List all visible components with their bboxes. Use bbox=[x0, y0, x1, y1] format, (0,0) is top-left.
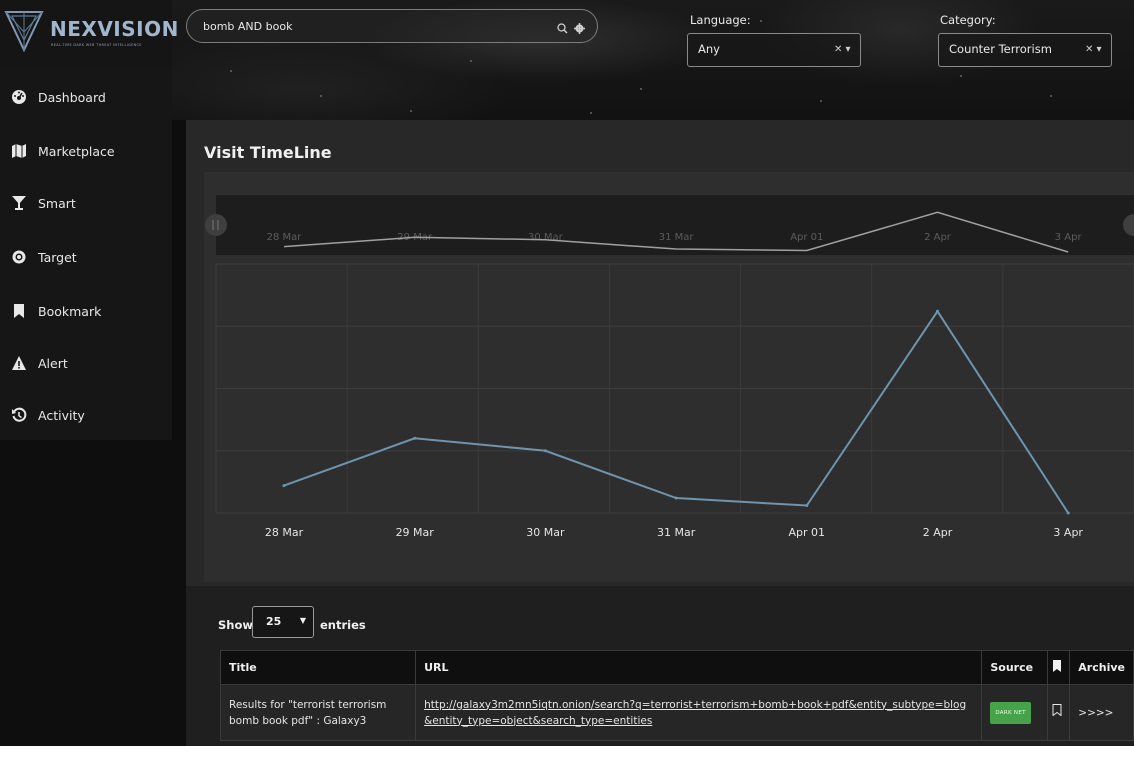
x-tick-label: 28 Mar bbox=[265, 526, 304, 539]
sidebar-item-marketplace[interactable]: Marketplace bbox=[0, 124, 172, 178]
dashboard-icon bbox=[10, 88, 28, 106]
data-point[interactable] bbox=[805, 504, 809, 508]
clear-icon[interactable]: ✕ ▾ bbox=[1085, 44, 1102, 55]
category-label: Category: bbox=[940, 13, 996, 27]
sidebar-item-alert[interactable]: Alert bbox=[0, 336, 172, 390]
table-row: Results for "terrorist terrorism bomb bo… bbox=[219, 684, 1134, 741]
sidebar-item-target[interactable]: Target bbox=[0, 230, 172, 284]
bookmark-outline-icon[interactable] bbox=[1052, 704, 1062, 717]
data-point[interactable] bbox=[282, 484, 286, 488]
sidebar-item-bookmark[interactable]: Bookmark bbox=[0, 284, 172, 338]
search-input[interactable] bbox=[203, 18, 543, 34]
visit-timeline-chart: 28 Mar 29 Mar 30 Mar 31 Mar Apr 01 2 Apr 3 Apr… bbox=[205, 195, 1134, 539]
map-icon bbox=[10, 142, 28, 160]
brand-logo[interactable]: NEXVISION REAL-TIME DARK WEB THREAT INTE… bbox=[0, 0, 178, 68]
result-archive-link[interactable]: >>>> bbox=[1069, 684, 1134, 741]
column-header-title[interactable]: Title bbox=[219, 650, 417, 685]
entries-select[interactable]: 25 ▼ bbox=[252, 606, 314, 638]
status-badge: DARK NET bbox=[990, 701, 1031, 724]
data-point[interactable] bbox=[936, 309, 939, 313]
logo-emblem-icon bbox=[4, 11, 44, 53]
sidebar-item-label: Bookmark bbox=[38, 303, 102, 319]
data-point[interactable] bbox=[674, 496, 678, 500]
chart-navigator[interactable]: 28 Mar 29 Mar 30 Mar 31 Mar Apr 01 2 Apr 3 Apr bbox=[205, 195, 1134, 255]
data-point[interactable] bbox=[1066, 511, 1070, 515]
language-select[interactable]: Any ✕ ▾ bbox=[687, 33, 861, 67]
navigator-tick-label: 28 Mar bbox=[267, 232, 303, 243]
navigator-left-handle[interactable] bbox=[205, 214, 227, 236]
sidebar-item-label: Target bbox=[38, 249, 77, 265]
sidebar-item-label: Marketplace bbox=[38, 143, 115, 159]
language-value: Any bbox=[698, 42, 720, 56]
navigator-series-line bbox=[283, 211, 1069, 253]
navigator-background bbox=[216, 195, 1134, 255]
sidebar-item-activity[interactable]: Activity bbox=[0, 388, 172, 442]
navigator-tick-label: 30 Mar bbox=[528, 232, 564, 243]
column-header-bookmark[interactable] bbox=[1047, 650, 1071, 685]
data-point[interactable] bbox=[413, 436, 417, 440]
warning-icon bbox=[10, 354, 28, 372]
chart-container: 28 Mar 29 Mar 30 Mar 31 Mar Apr 01 2 Apr 3 Apr… bbox=[204, 172, 1134, 582]
language-label: Language: bbox=[690, 13, 751, 27]
search-bar[interactable] bbox=[186, 9, 598, 43]
column-header-url[interactable]: URL bbox=[415, 650, 983, 685]
result-bookmark-cell bbox=[1047, 684, 1071, 741]
x-tick-label: 30 Mar bbox=[526, 526, 565, 539]
gear-icon[interactable] bbox=[574, 19, 585, 38]
navigator-tick-label: 2 Apr bbox=[924, 232, 952, 243]
data-point[interactable] bbox=[543, 449, 547, 453]
result-source-cell: DARK NET bbox=[981, 684, 1049, 741]
sidebar-item-label: Alert bbox=[38, 355, 68, 371]
navigator-tick-label: 31 Mar bbox=[659, 232, 695, 243]
history-icon bbox=[10, 406, 28, 424]
show-label: Show bbox=[218, 618, 253, 632]
sidebar-background bbox=[0, 440, 186, 746]
visit-timeline-panel: Visit TimeLine 28 Mar 29 Mar 30 Mar 31 Mar A… bbox=[186, 120, 1134, 746]
brand-tagline: REAL-TIME DARK WEB THREAT INTELLIGENCE bbox=[51, 43, 142, 47]
search-icon[interactable] bbox=[557, 19, 568, 38]
brand-name: NEXVISION bbox=[50, 17, 179, 41]
sidebar-item-label: Dashboard bbox=[38, 89, 106, 105]
sidebar-item-label: Activity bbox=[38, 407, 85, 423]
sidebar-item-label: Smart bbox=[38, 195, 76, 211]
result-title: Results for "terrorist terrorism bomb bo… bbox=[219, 684, 417, 741]
series-line bbox=[283, 309, 1070, 514]
navigator-right-handle[interactable] bbox=[1123, 214, 1134, 236]
result-url-link[interactable]: http://galaxy3m2mn5iqtn.onion/search?q=t… bbox=[424, 698, 967, 727]
x-axis-labels: 28 Mar 29 Mar 30 Mar 31 Mar Apr 01 2 Apr 3 Apr bbox=[265, 526, 1084, 539]
x-tick-label: 3 Apr bbox=[1053, 526, 1083, 539]
chart-series bbox=[282, 309, 1070, 515]
category-value: Counter Terrorism bbox=[949, 42, 1052, 56]
navigator-tick-label: 3 Apr bbox=[1055, 232, 1083, 243]
sidebar-item-smart[interactable]: Smart bbox=[0, 176, 172, 230]
column-header-archive[interactable]: Archive bbox=[1069, 650, 1134, 685]
results-section: Show 25 ▼ entries Title URL Source Archi… bbox=[186, 586, 1134, 746]
category-select[interactable]: Counter Terrorism ✕ ▾ bbox=[938, 33, 1112, 67]
sidebar: Dashboard Marketplace Smart Target Bookm… bbox=[0, 68, 172, 440]
results-table: Title URL Source Archive Results for "te… bbox=[219, 650, 1134, 741]
entries-value: 25 bbox=[266, 615, 282, 628]
bookmark-icon bbox=[10, 302, 28, 320]
caret-down-icon: ▼ bbox=[299, 616, 306, 625]
x-tick-label: 2 Apr bbox=[923, 526, 953, 539]
entries-label: entries bbox=[320, 618, 366, 632]
bookmark-icon bbox=[1053, 660, 1062, 672]
target-icon bbox=[10, 248, 28, 266]
cocktail-icon bbox=[10, 194, 28, 212]
table-header-row: Title URL Source Archive bbox=[219, 650, 1134, 685]
clear-icon[interactable]: ✕ ▾ bbox=[834, 44, 851, 55]
navigator-tick-label: Apr 01 bbox=[790, 232, 823, 243]
panel-title: Visit TimeLine bbox=[204, 143, 332, 162]
chart-grid bbox=[215, 263, 1134, 514]
x-tick-label: Apr 01 bbox=[789, 526, 826, 539]
x-tick-label: 29 Mar bbox=[396, 526, 435, 539]
sidebar-item-dashboard[interactable]: Dashboard bbox=[0, 70, 172, 124]
result-url-cell: http://galaxy3m2mn5iqtn.onion/search?q=t… bbox=[415, 684, 983, 741]
x-tick-label: 31 Mar bbox=[657, 526, 696, 539]
column-header-source[interactable]: Source bbox=[981, 650, 1049, 685]
